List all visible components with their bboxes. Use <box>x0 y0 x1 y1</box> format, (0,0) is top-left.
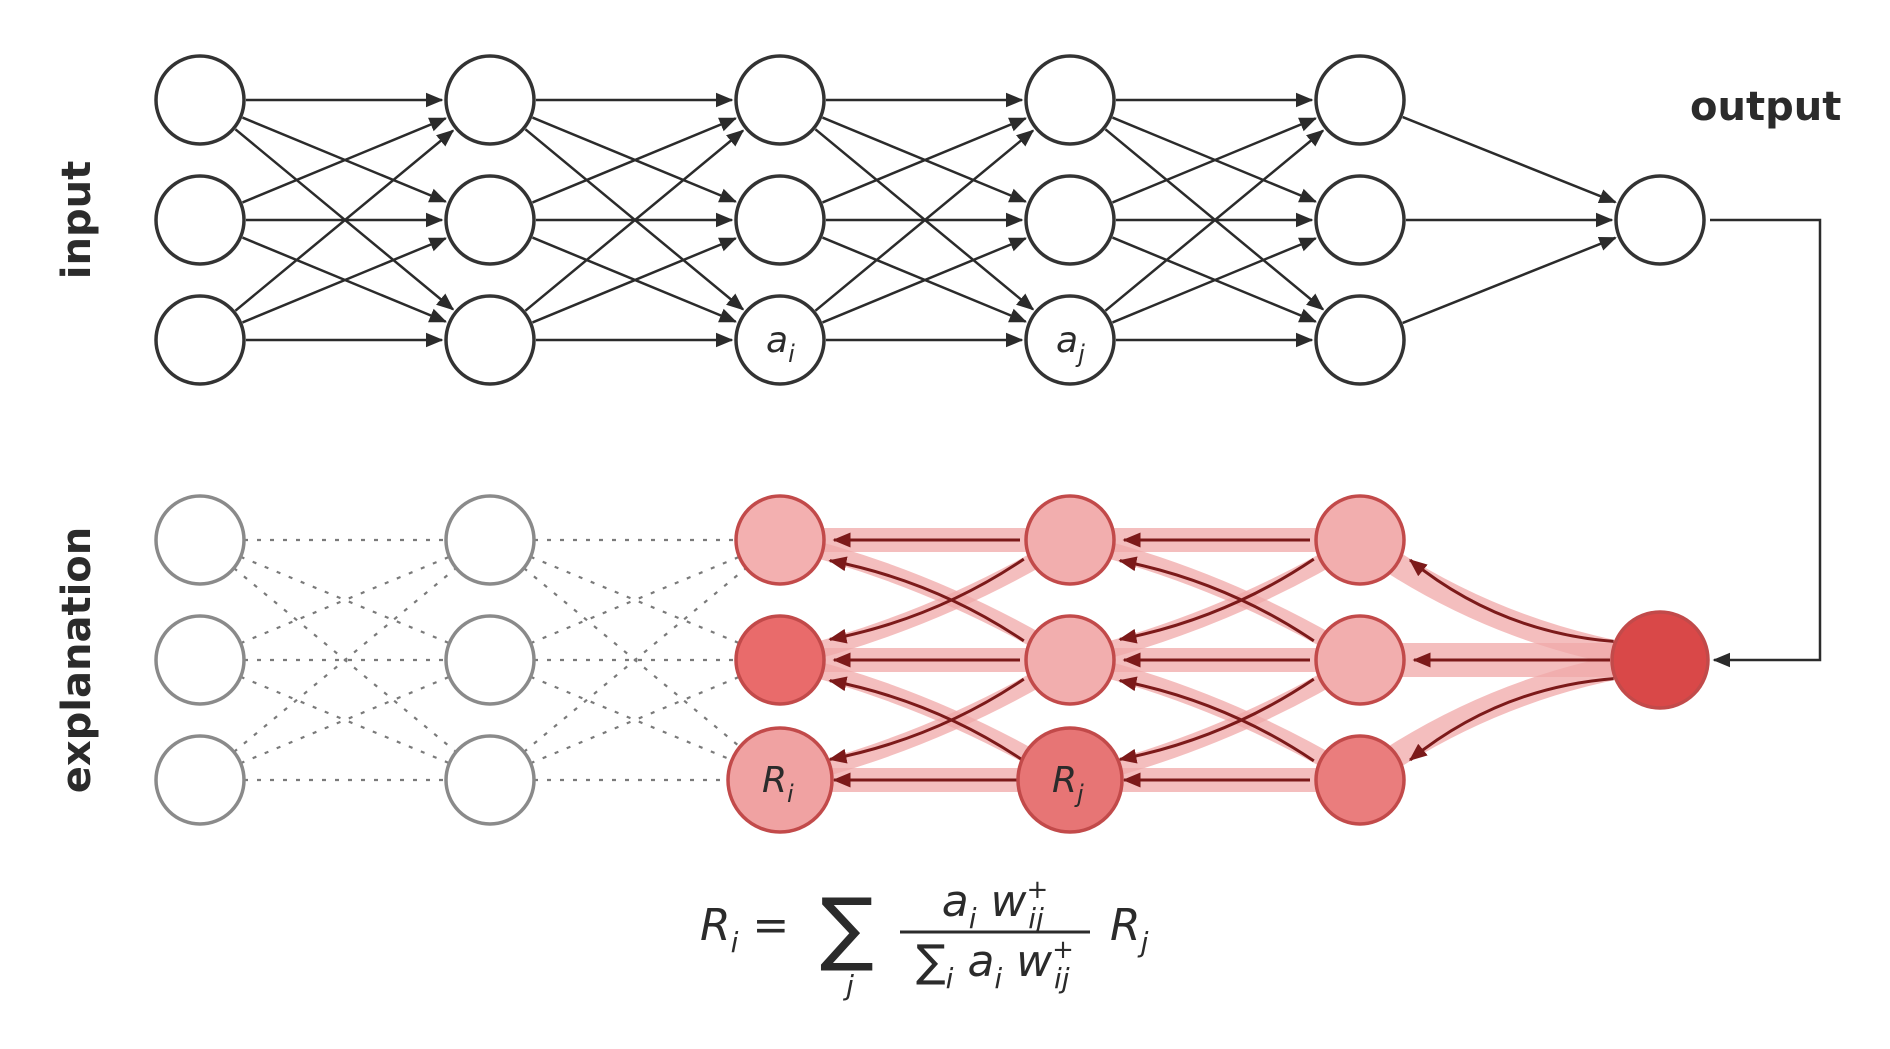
svg-text:Ri =: Ri = <box>700 900 789 959</box>
label-output: output <box>1690 84 1841 130</box>
bwd-node-c2-r0 <box>736 496 824 584</box>
bwd-node-c4-r0 <box>1316 496 1404 584</box>
bwd-edge-dotted <box>241 677 450 763</box>
output-to-explanation-connector <box>1710 220 1820 660</box>
flow-arrows <box>830 540 1614 780</box>
label-explanation: explanation <box>54 527 100 794</box>
svg-text:∑: ∑ <box>820 881 874 974</box>
fwd-node-c1-r0 <box>446 56 534 144</box>
svg-text:Rj: Rj <box>1110 900 1149 959</box>
bwd-edge-dotted <box>531 677 740 763</box>
bwd-node-c3-r1 <box>1026 616 1114 704</box>
bwd-edge-dotted <box>241 677 450 763</box>
fwd-node-c1-r1 <box>446 176 534 264</box>
bwd-node-c4-r1 <box>1316 616 1404 704</box>
svg-text:ai w+ij: ai w+ij <box>942 875 1049 935</box>
bwd-node-c1-r2 <box>446 736 534 824</box>
bwd-node-c1-r0 <box>446 496 534 584</box>
bwd-edge-dotted <box>531 677 740 763</box>
svg-text:∑i ai w+ij: ∑i ai w+ij <box>916 935 1074 995</box>
fwd-node-c3-r1 <box>1026 176 1114 264</box>
fwd-node-c0-r2 <box>156 296 244 384</box>
label-input: input <box>54 161 100 279</box>
fwd-node-c0-r0 <box>156 56 244 144</box>
formula: Ri = ∑jai w+ij∑i ai w+ijRj <box>700 875 1149 1002</box>
fwd-edge-to-output <box>1403 238 1616 323</box>
fwd-node-c3-r0 <box>1026 56 1114 144</box>
fwd-node-output <box>1616 176 1704 264</box>
bwd-edge-dotted <box>531 557 740 643</box>
fwd-node-c2-r0 <box>736 56 824 144</box>
bwd-edge-dotted <box>241 557 450 643</box>
bwd-node-c0-r2 <box>156 736 244 824</box>
fwd-node-c1-r2 <box>446 296 534 384</box>
fwd-node-c4-r0 <box>1316 56 1404 144</box>
bwd-node-c1-r1 <box>446 616 534 704</box>
fwd-edge-to-output <box>1403 117 1616 202</box>
bwd-node-c3-r0 <box>1026 496 1114 584</box>
bwd-node-c0-r1 <box>156 616 244 704</box>
bwd-node-c4-r2 <box>1316 736 1404 824</box>
bwd-edge-dotted <box>241 557 450 643</box>
fwd-node-c4-r2 <box>1316 296 1404 384</box>
fwd-node-c0-r1 <box>156 176 244 264</box>
fwd-node-c4-r1 <box>1316 176 1404 264</box>
fwd-node-c2-r1 <box>736 176 824 264</box>
bwd-edge-dotted <box>531 557 740 643</box>
bwd-node-c0-r0 <box>156 496 244 584</box>
bwd-node-c2-r1 <box>736 616 824 704</box>
bwd-node-output <box>1612 612 1708 708</box>
